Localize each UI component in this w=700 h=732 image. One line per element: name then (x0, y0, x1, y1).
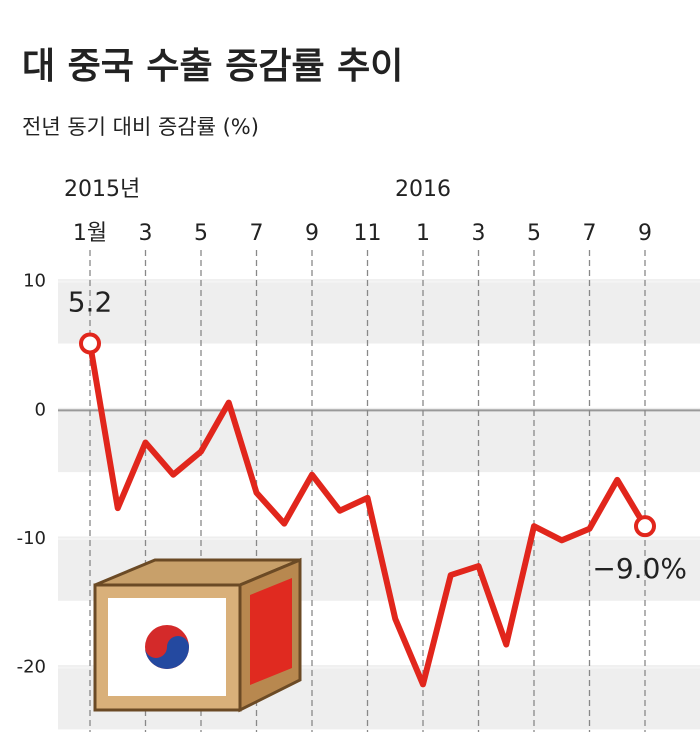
point-marker (79, 332, 101, 355)
export-box-illustration (93, 557, 302, 713)
grid-band (58, 407, 700, 473)
x-tick-label: 7 (250, 221, 264, 246)
x-tick-label: 3 (139, 221, 153, 246)
y-tick-label: -10 (17, 528, 46, 549)
x-tick-label: 7 (583, 221, 597, 246)
y-tick-label: -20 (17, 657, 46, 678)
x-tick-label: 3 (472, 221, 486, 246)
x-tick-label: 9 (638, 221, 652, 246)
x-tick-label: 9 (305, 221, 319, 246)
year-label: 2016 (395, 177, 451, 202)
chart-title: 대 중국 수출 증감률 추이 (22, 46, 403, 87)
grid-band (58, 279, 700, 344)
x-tick-label: 1월 (73, 221, 107, 246)
data-line (87, 342, 648, 688)
x-tick-label: 5 (527, 221, 541, 246)
point-marker (634, 515, 656, 538)
y-tick-label: 10 (23, 271, 46, 292)
value-label: −9.0% (592, 552, 687, 585)
chart-subtitle: 전년 동기 대비 증감률 (%) (22, 115, 259, 139)
year-label: 2015년 (64, 177, 140, 202)
value-label: 5.2 (68, 285, 113, 318)
y-tick-label: 0 (35, 399, 46, 420)
x-tick-label: 1 (416, 221, 430, 246)
x-tick-label: 11 (354, 221, 382, 246)
x-tick-label: 5 (194, 221, 208, 246)
